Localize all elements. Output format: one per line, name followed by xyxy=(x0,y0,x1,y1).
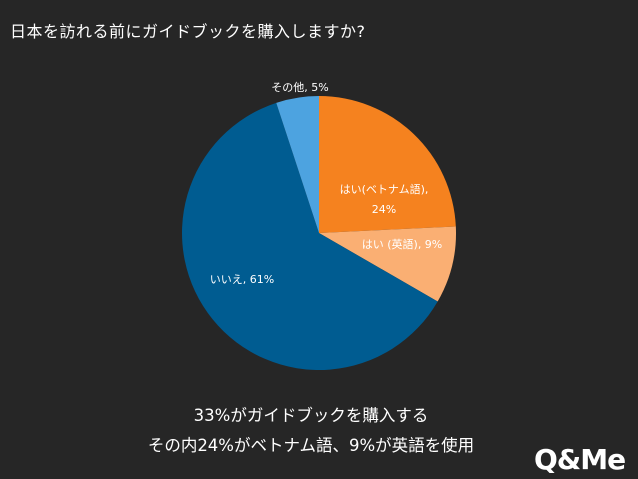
qme-logo: Q&Me xyxy=(534,443,626,473)
slice-label-0-line2: 24% xyxy=(372,203,396,216)
caption-line-2: その内24%がベトナム語、9%が英語を使用 xyxy=(147,436,475,455)
pie-slice-3 xyxy=(276,96,319,233)
chart-title: 日本を訪れる前にガイドブックを購入しますか? xyxy=(10,22,366,41)
pie-slice-1 xyxy=(319,226,456,302)
slice-label-2: いいえ, 61% xyxy=(210,273,274,286)
pie-slice-0 xyxy=(319,96,456,233)
logo-text: Q&Me xyxy=(534,443,625,473)
slice-label-3: その他, 5% xyxy=(271,81,328,94)
slice-label-0: はい(ベトナム語), xyxy=(340,182,429,196)
pie-slice-2 xyxy=(182,102,438,370)
caption-line-1: 33%がガイドブックを購入する xyxy=(193,406,429,425)
slice-label-1: はい (英語), 9% xyxy=(362,237,443,251)
